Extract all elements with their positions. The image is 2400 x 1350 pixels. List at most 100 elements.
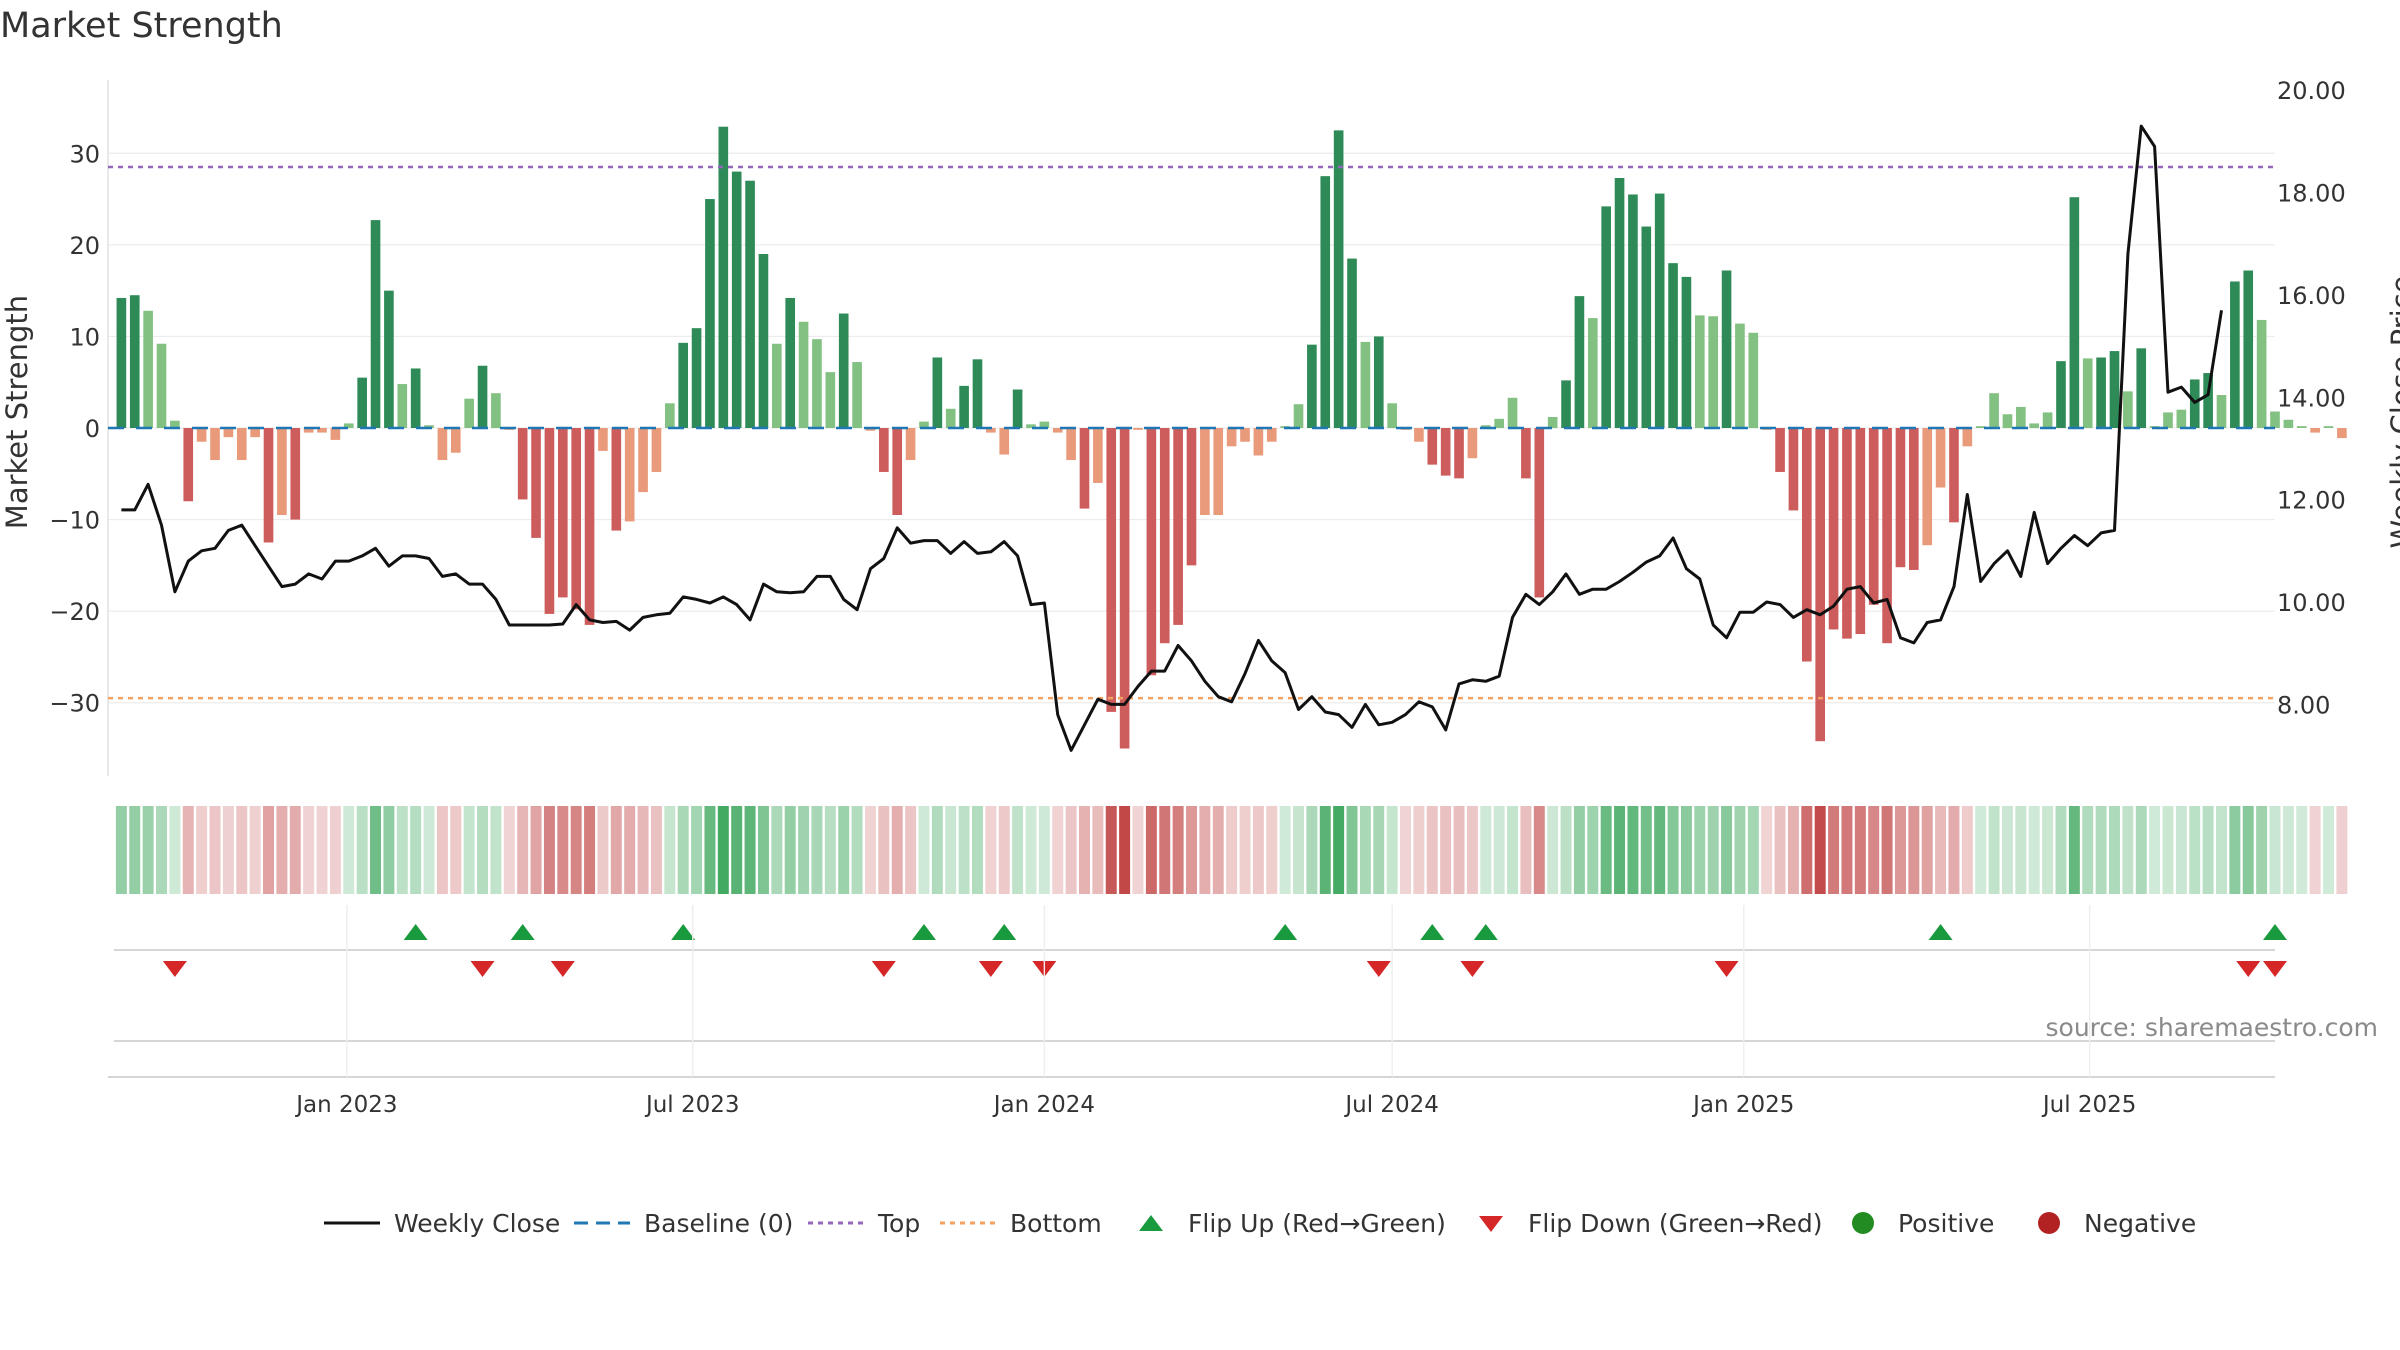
legend-baseline: Baseline (0) [572, 1198, 793, 1248]
strength-bar [865, 428, 876, 431]
strength-bar [290, 428, 301, 520]
heat-cell [1172, 806, 1184, 894]
strength-bar [986, 428, 996, 433]
legend-negative: Negative [2036, 1198, 2196, 1248]
y-left-tick-label: 0 [85, 415, 100, 443]
heat-cell [2175, 806, 2187, 894]
strength-bar [1414, 428, 1424, 442]
heat-cell [771, 806, 783, 894]
strength-bar [1935, 428, 1946, 488]
strength-bar [1882, 428, 1892, 644]
strength-bar [1039, 421, 1050, 428]
heat-cell [263, 806, 275, 894]
heat-cell [343, 806, 355, 894]
strength-bar [1721, 270, 1732, 428]
heat-cell [717, 806, 729, 894]
strength-bar [1093, 428, 1103, 483]
heat-cell [1466, 806, 1478, 894]
heat-cell [1680, 806, 1692, 894]
heat-cell [1065, 806, 1077, 894]
heat-cell [1694, 806, 1706, 894]
heat-cell [918, 806, 930, 894]
strength-bar [2002, 414, 2013, 428]
strength-bar [785, 297, 796, 428]
y-right-tick-label: 14.00 [2277, 384, 2346, 412]
strength-bar [397, 384, 408, 428]
heat-cell [156, 806, 167, 894]
heat-cell [878, 806, 890, 894]
strength-bar [1347, 258, 1357, 428]
heat-cell [1828, 806, 1840, 894]
heat-cell [1186, 806, 1197, 894]
strength-bar [1373, 336, 1384, 428]
strength-bar [1909, 428, 1919, 570]
heat-cell [1520, 806, 1532, 894]
strength-bar [2123, 391, 2133, 428]
strength-bar [1200, 428, 1210, 515]
strength-bar [892, 428, 903, 515]
strength-bar [357, 377, 367, 428]
strength-bar [745, 180, 755, 428]
strength-bar [584, 428, 595, 625]
strength-bar [2096, 357, 2106, 428]
heat-cell [650, 806, 662, 894]
strength-bar [236, 428, 247, 461]
heat-cell [1881, 806, 1893, 894]
heat-cell [1105, 806, 1117, 894]
heat-cell [1426, 806, 1438, 894]
strength-bar [1507, 397, 1518, 428]
heat-cell [1266, 806, 1278, 894]
strength-bar [1240, 428, 1250, 442]
x-tick-label: Jan 2025 [1691, 1092, 1794, 1118]
heat-cell [316, 806, 328, 894]
heat-cell [543, 806, 555, 894]
strength-bar [170, 420, 180, 428]
heat-cell [1306, 806, 1318, 894]
strength-bar [1922, 428, 1933, 546]
strength-bar [2243, 270, 2254, 428]
heat-cell [851, 806, 863, 894]
heat-cell [2108, 806, 2120, 894]
strength-bar [651, 428, 662, 472]
strength-bar [1868, 428, 1879, 605]
heat-cell [971, 806, 983, 894]
heat-cell [2269, 806, 2281, 894]
heat-cell [557, 806, 569, 894]
heat-cell [356, 806, 368, 894]
heat-cell [1935, 806, 1947, 894]
y-left-tick-label: −10 [49, 507, 100, 535]
heat-cell [329, 806, 341, 894]
heat-cell [1079, 806, 1090, 894]
strength-bar [2109, 351, 2120, 428]
heat-cell [2122, 806, 2134, 894]
strength-bar [2163, 412, 2173, 428]
strength-bar [1521, 428, 1531, 479]
strength-bar [1186, 428, 1197, 566]
heat-cell [1038, 806, 1050, 894]
heat-cell [1507, 806, 1519, 894]
strength-bar [758, 254, 769, 428]
heat-cell [2189, 806, 2201, 894]
heat-cell [1293, 806, 1304, 894]
legend-flip-down-label: Flip Down (Green→Red) [1528, 1208, 1823, 1238]
heat-cell [891, 806, 903, 894]
heat-cell [396, 806, 408, 894]
heat-cell [490, 806, 502, 894]
heat-cell [1132, 806, 1144, 894]
strength-bar [1320, 176, 1331, 428]
strength-bar [1694, 315, 1705, 428]
strength-bar [1266, 428, 1277, 442]
legend-positive: Positive [1850, 1198, 1994, 1248]
heat-cell [1854, 806, 1866, 894]
y-left-tick-label: −20 [49, 598, 100, 626]
legend-top-swatch [808, 1221, 864, 1225]
heat-cell [1988, 806, 2000, 894]
strength-bar [1159, 428, 1170, 644]
strength-bar [1226, 428, 1237, 447]
flip-up-marker [403, 924, 428, 940]
heat-cell [276, 806, 288, 894]
heat-cell [905, 806, 917, 894]
strength-bar [718, 126, 729, 428]
negative-dot-icon [2038, 1212, 2060, 1234]
heat-cell [1092, 806, 1104, 894]
